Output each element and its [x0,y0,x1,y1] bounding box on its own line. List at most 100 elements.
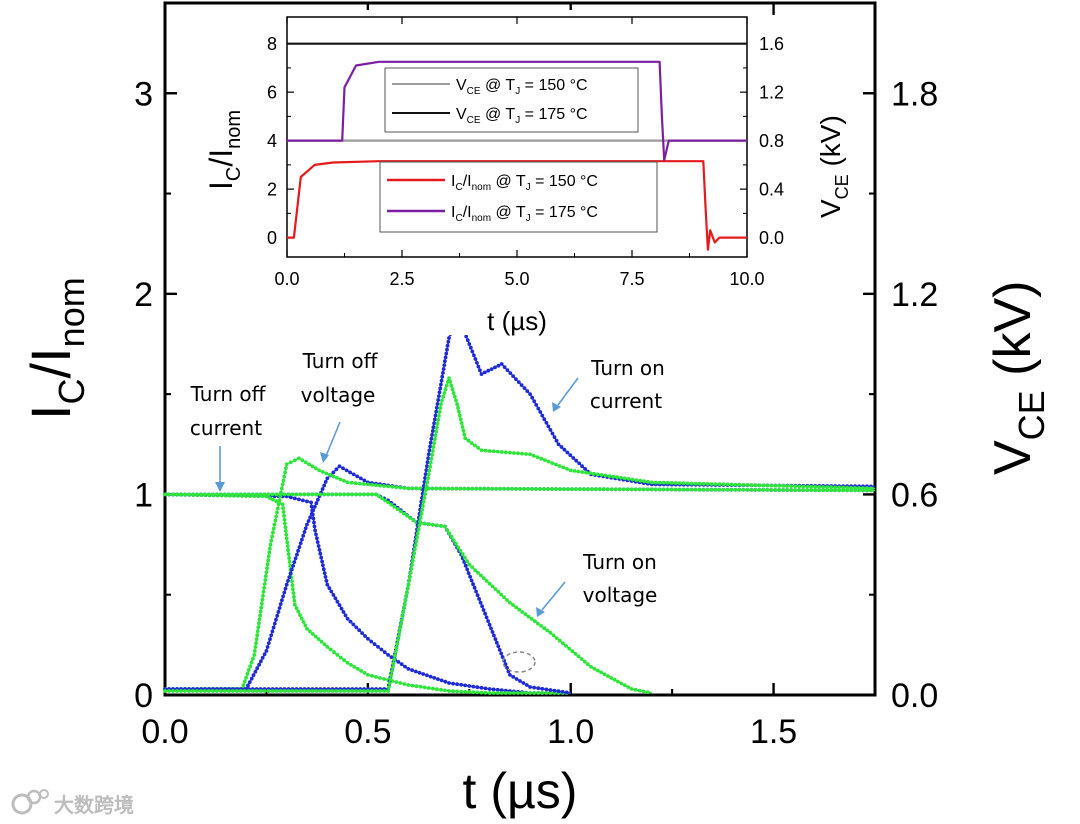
main-series-turn-on-current-green-point [845,485,849,490]
main-series-turn-on-current-green-point [535,455,540,460]
main-series-turn-on-current-green-point [546,459,551,464]
main-series-turn-off-current-green-point [305,626,309,631]
main-series-turn-off-current-blue-point [483,686,488,691]
main-series-turn-on-current-blue-point [445,347,449,352]
main-series-turn-on-current-blue-point [428,444,432,449]
legend-vce-175-sub2: J [515,115,520,126]
main-series-turn-off-current-green-point [285,544,290,549]
arrowhead-turn-off-current [215,482,225,492]
main-series-turn-off-voltage-green-point [550,487,554,491]
main-series-turn-on-voltage-green-point [439,524,443,528]
main-series-turn-off-current-green-point [291,587,295,592]
main-series-turn-on-current-blue-point [478,368,482,373]
main-series-turn-off-current-green-point [292,602,297,607]
main-series-turn-on-current-green-point [829,485,834,490]
main-series-turn-on-current-green-point [399,618,404,622]
main-series-turn-on-current-green-point [370,689,375,693]
main-series-turn-off-current-green-point [283,529,288,533]
inset-y-left-mid: /I [203,149,239,167]
main-series-turn-on-current-blue-point [442,363,447,367]
main-series-turn-on-voltage-blue-point [493,637,498,641]
main-series-turn-on-voltage-blue-point [483,611,487,616]
legend-label-ic-150: IC/Inom @ TJ = 150 °C [451,173,598,193]
main-series-turn-on-voltage-green-point [595,668,600,673]
main-series-turn-on-current-green-point [447,376,451,380]
main-series-turn-off-voltage-blue-point [259,659,263,664]
main-series-turn-on-current-green-point [390,669,394,674]
main-series-turn-off-voltage-green-point [813,488,818,493]
main-series-turn-on-current-green-point [443,387,448,392]
main-series-turn-on-current-green-point [638,478,643,483]
main-series-turn-on-current-green-point [163,689,167,693]
main-series-turn-on-current-green-point [401,610,406,615]
main-series-turn-on-current-green-point [432,437,437,442]
main-series-turn-off-voltage-green-point [562,487,566,491]
main-series-turn-on-current-blue-point [438,386,443,391]
main-series-turn-off-current-green-point [322,642,327,647]
main-series-turn-off-current-green-point [284,536,289,541]
main-series-turn-off-current-blue-point [335,599,340,604]
main-series-turn-off-voltage-green-point [267,550,272,555]
main-series-turn-on-voltage-green-point [411,518,416,523]
main-series-turn-off-current-blue-point [297,497,301,502]
main-series-turn-on-current-green-point [410,559,415,563]
main-series-turn-on-voltage-blue-point [468,574,472,579]
main-series-turn-on-voltage-green-point [573,651,578,656]
main-series-turn-on-voltage-green-point [380,496,384,501]
main-series-turn-on-current-green-point [266,689,271,693]
main-series-turn-off-current-blue-point [354,625,359,630]
main-series-turn-on-current-green-point [773,483,778,488]
main-series-turn-off-current-blue-point [439,678,444,683]
main-series-turn-on-current-blue-point [559,445,564,449]
main-series-turn-on-voltage-green-point [370,492,374,497]
main-series-turn-off-voltage-green-point [530,487,534,491]
main-series-turn-on-current-green-point [761,483,766,488]
main-series-turn-on-voltage-green-point [242,492,247,497]
arrow-turn-off-voltage [325,421,341,457]
main-series-turn-off-voltage-green-point [574,487,578,491]
main-series-turn-off-current-blue-point [399,662,404,667]
main-series-turn-on-voltage-green-point [258,492,263,497]
main-series-turn-off-voltage-green-point [669,487,674,492]
main-series-turn-off-voltage-green-point [833,488,837,493]
main-series-turn-on-current-green-point [302,689,307,693]
main-series-turn-off-current-green-point [303,623,308,628]
main-series-turn-off-voltage-blue-point [305,522,309,527]
main-series-turn-on-voltage-green-point [386,500,390,505]
main-series-turn-on-current-green-line [165,377,876,692]
main-series-turn-off-current-blue-point [292,496,297,501]
main-series-turn-off-current-blue-point [343,613,348,618]
arrowhead-turn-on-current [552,402,561,412]
main-series-turn-off-current-green-point [467,690,472,694]
main-series-turn-off-voltage-green-point [797,488,802,492]
main-series-turn-on-current-green-point [503,450,508,455]
main-series-turn-on-current-green [163,376,876,693]
main-series-turn-off-current-green-point [463,689,468,694]
main-series-turn-off-voltage-blue-point [331,470,336,475]
main-series-turn-off-voltage-green-point [386,484,390,489]
main-series-turn-off-voltage-green-point [251,656,255,661]
main-series-group [163,312,876,695]
main-series-turn-off-voltage-green-point [510,486,514,491]
main-series-turn-off-voltage-green-point [498,486,502,491]
main-series-turn-off-current-blue-point [314,532,318,537]
main-series-turn-off-voltage-blue-point [284,582,289,587]
main-series-turn-off-voltage-green-point [252,653,257,657]
inset-y-right-tick-label: 1.6 [759,34,784,54]
main-series-turn-off-voltage-green-line [165,457,876,690]
main-series-turn-on-current-green-point [418,515,423,520]
main-series-turn-on-current-blue-point [496,363,501,368]
main-series-turn-on-current-blue-point [445,343,450,348]
main-series-turn-on-current-green-point [416,527,421,532]
main-series-turn-on-current-blue-point [426,456,430,461]
main-series-turn-on-voltage-blue-point [462,560,467,564]
inset-legend-ic: IC/Inom @ TJ = 150 °C IC/Inom @ TJ = 175… [379,161,658,233]
main-series-turn-on-voltage-green-point [520,610,525,614]
main-series-turn-on-current-blue-point [437,390,442,395]
main-y-right-main: V [984,440,1042,475]
main-series-turn-on-current-blue-point [439,382,443,387]
main-series-turn-on-current-blue-point [432,417,437,422]
main-y-left-mid: /I [19,347,82,378]
main-series-turn-on-current-green-point [451,391,456,395]
main-series-turn-on-current-green-point [765,483,770,488]
